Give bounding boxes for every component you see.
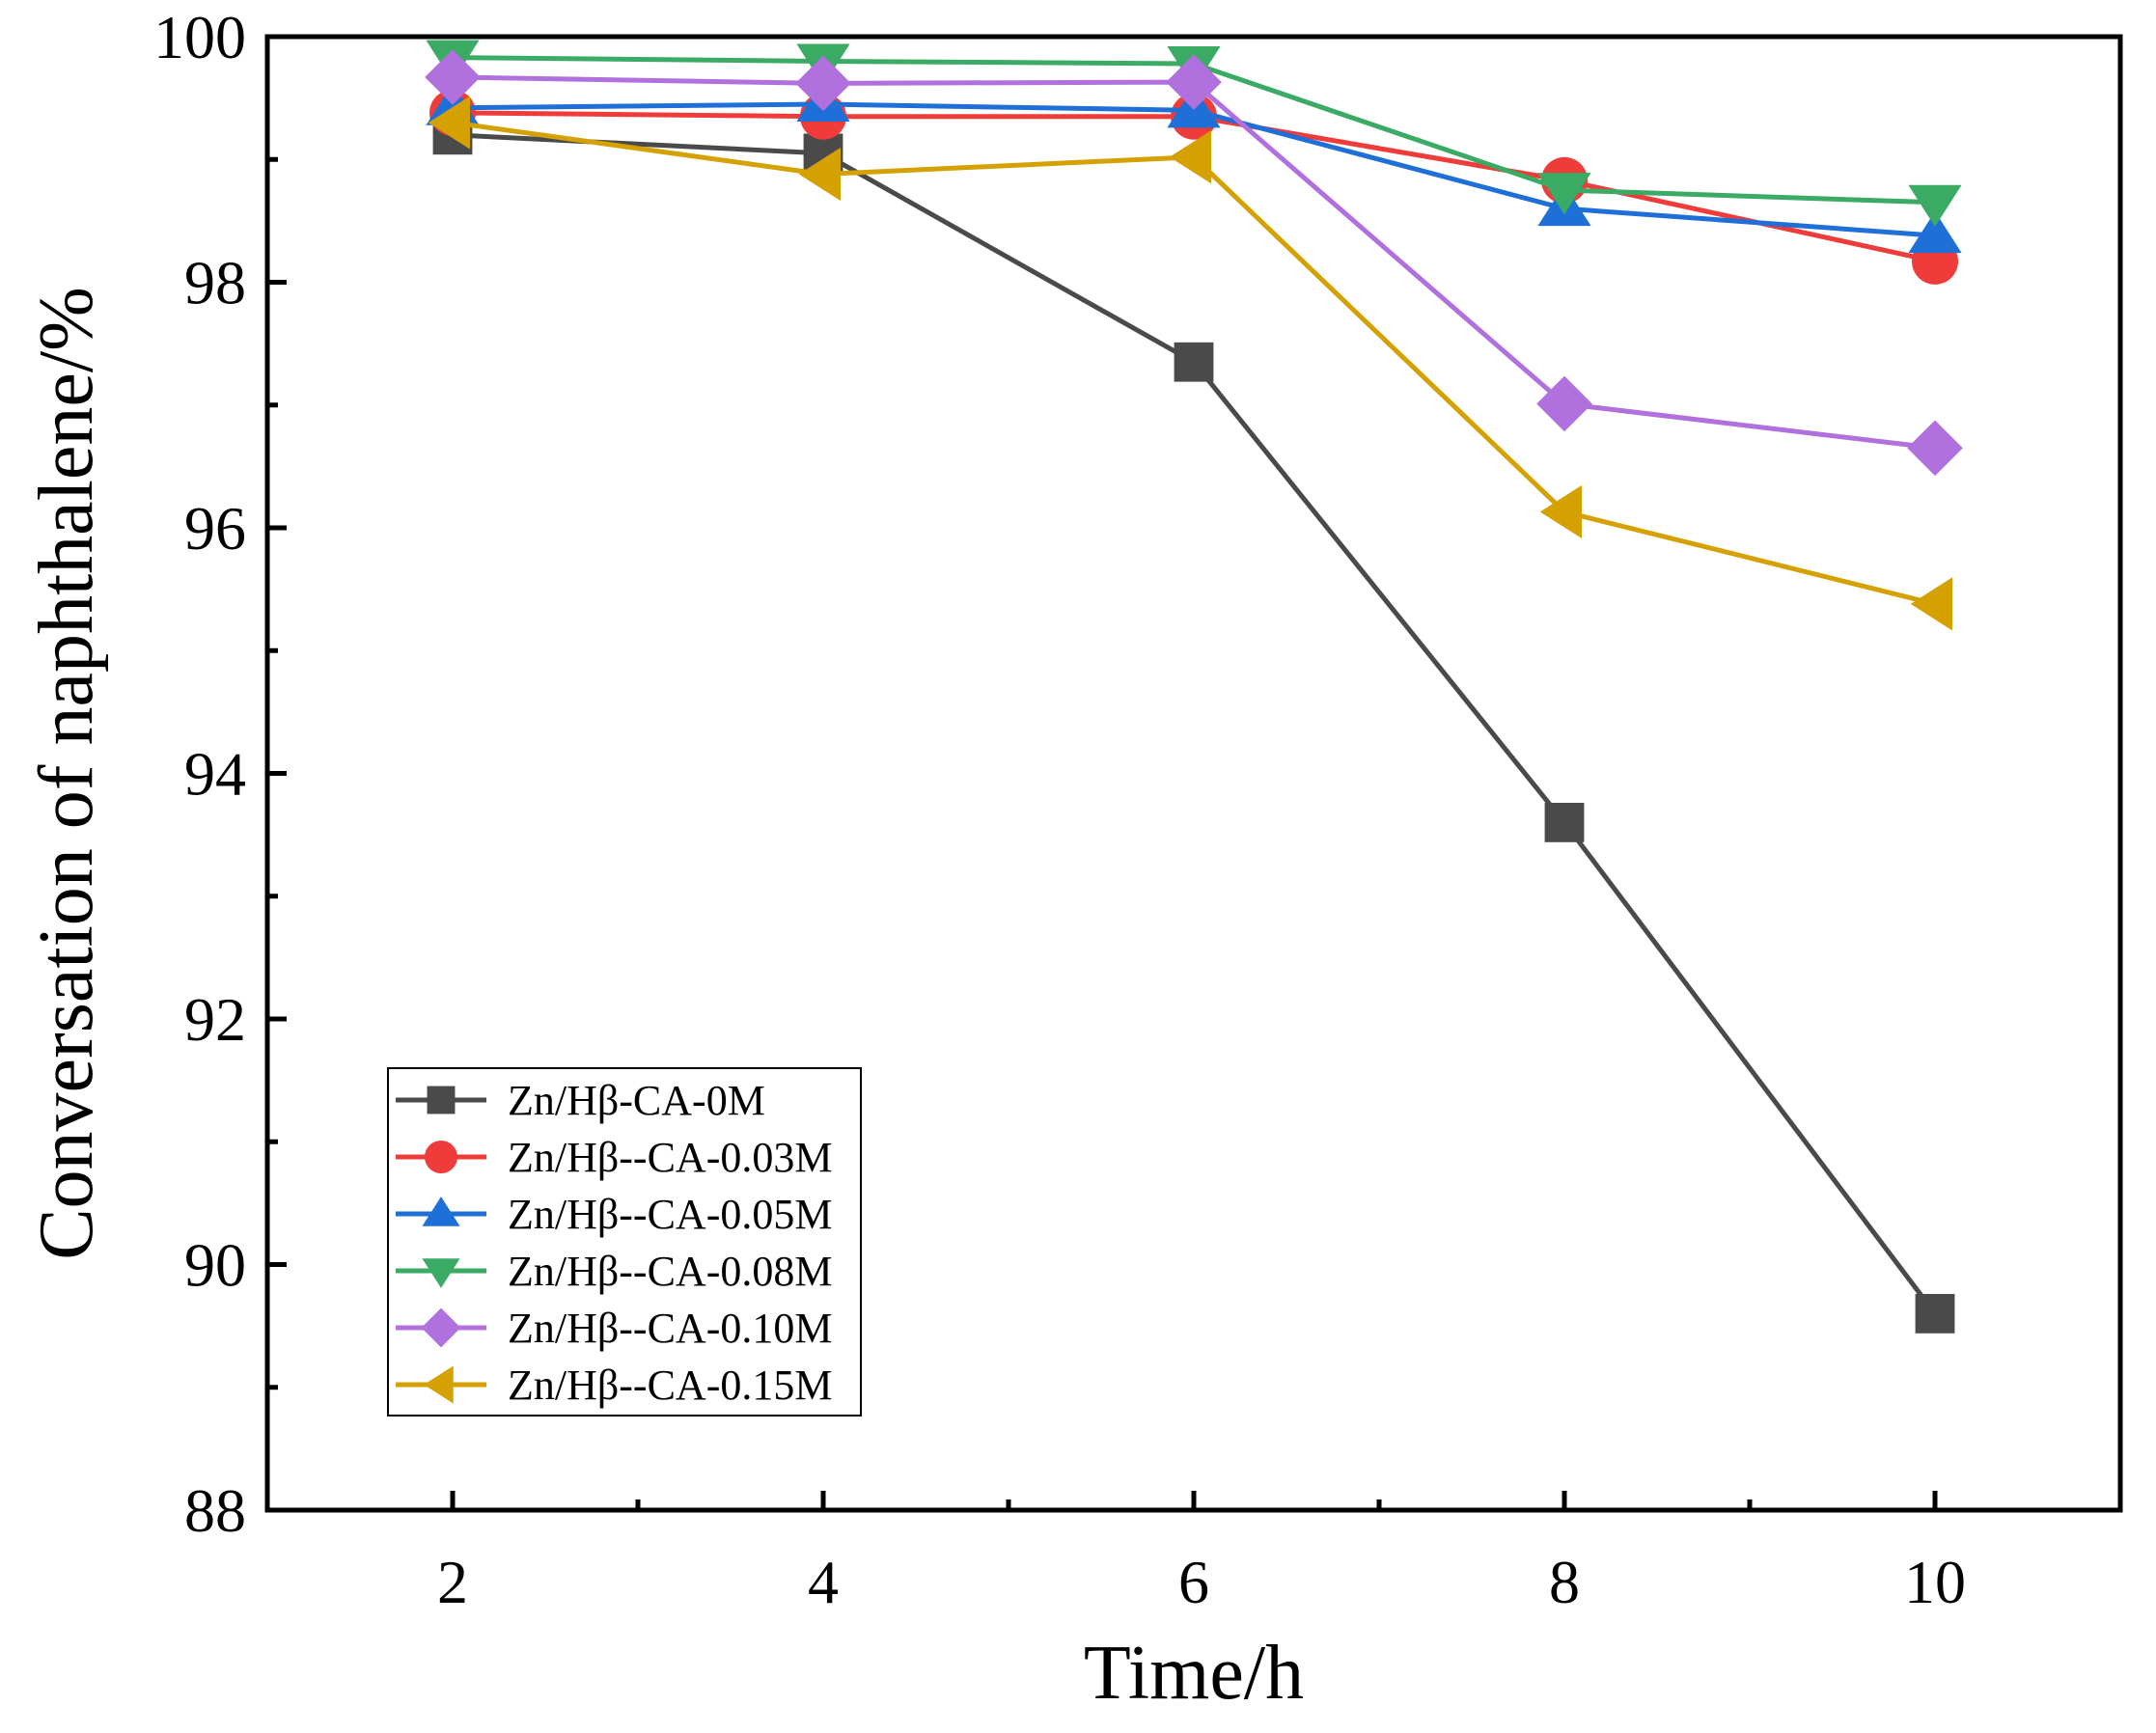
data-point [798,147,841,202]
legend: Zn/Hβ-CA-0M Zn/Hβ--CA-0.03M Zn/Hβ--CA-0.05… [387,1067,862,1417]
legend-label: Zn/Hβ--CA-0.15M [508,1362,832,1409]
legend-item: Zn/Hβ--CA-0.10M [396,1305,832,1352]
legend-label: Zn/Hβ--CA-0.10M [508,1305,832,1352]
x-axis-title: Time/h [1084,1631,1304,1716]
y-tick-label: 98 [184,249,246,317]
data-point [1174,342,1214,382]
data-point [1536,375,1592,432]
data-point [428,96,470,150]
x-tick-label: 4 [808,1548,839,1616]
data-point [1539,484,1582,539]
legend-label: Zn/Hβ--CA-0.03M [508,1134,832,1181]
series-5 [428,96,1952,631]
legend-label: Zn/Hβ--CA-0.08M [508,1248,832,1295]
x-tick-label: 6 [1178,1548,1209,1616]
data-point [1169,130,1211,184]
data-point [425,49,481,105]
y-tick-label: 96 [184,494,246,563]
y-tick-label: 94 [184,740,246,809]
data-point [1908,184,1962,227]
x-tick-label: 10 [1904,1548,1966,1616]
y-tick-label: 92 [184,985,246,1054]
series-0 [432,115,1955,1334]
legend-marker [424,1365,454,1404]
data-point [1907,420,1963,477]
axes: 2 4 6 8 10 88 90 92 94 96 98 100 [153,3,1966,1616]
legend-item: Zn/Hβ--CA-0.08M [396,1248,832,1295]
legend-item: Zn/Hβ--CA-0.15M [396,1362,832,1409]
legend-marker [425,1141,457,1173]
data-point [795,55,851,112]
series-4 [425,49,1963,477]
legend-item: Zn/Hβ-CA-0M [396,1077,765,1124]
legend-box [387,1067,862,1417]
legend-item: Zn/Hβ--CA-0.03M [396,1134,832,1181]
plot-area [425,40,1963,1334]
data-point [1544,803,1585,842]
data-point [1537,173,1591,215]
data-point [1166,54,1222,110]
legend-marker [422,1258,460,1288]
legend-label: Zn/Hβ--CA-0.05M [508,1191,832,1238]
legend-item: Zn/Hβ--CA-0.05M [396,1191,832,1238]
data-point [1910,577,1952,631]
x-tick-label: 2 [437,1548,468,1616]
y-tick-label: 90 [184,1231,246,1300]
data-point [1915,1294,1955,1334]
data-point [1908,210,1962,254]
legend-marker [422,1197,460,1226]
legend-marker [427,1086,456,1114]
y-tick-label: 88 [184,1476,246,1545]
legend-label: Zn/Hβ-CA-0M [508,1077,765,1124]
x-tick-label: 8 [1549,1548,1580,1616]
y-axis-title: Conversation of naphthalene/% [24,287,109,1260]
legend-marker [421,1307,461,1348]
y-tick-label: 100 [153,3,246,71]
